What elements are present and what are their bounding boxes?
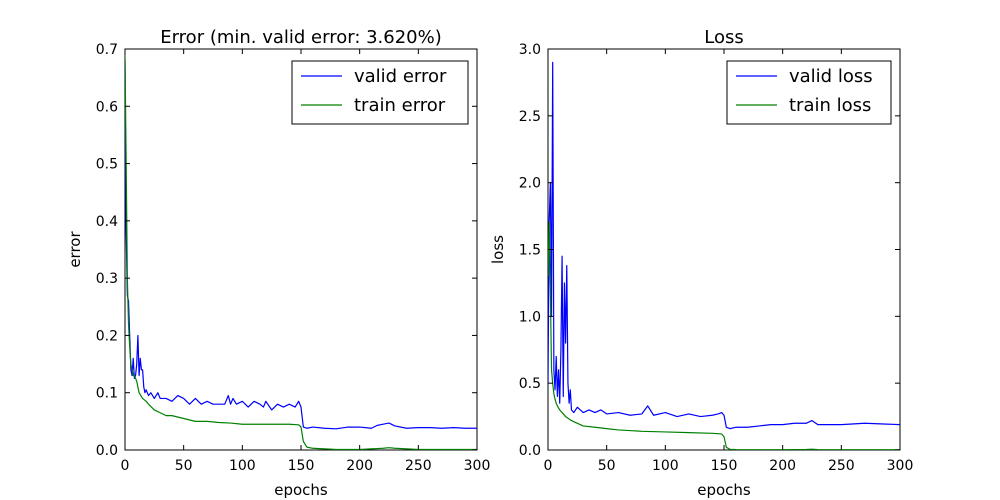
y-tick-label: 3.0 <box>519 42 541 58</box>
y-tick-label: 0.2 <box>96 328 118 344</box>
x-tick-label: 0 <box>121 458 130 474</box>
chart-title: Error (min. valid error: 3.620%) <box>160 27 442 48</box>
y-tick-label: 0.3 <box>96 271 118 287</box>
y-tick-label: 0.6 <box>96 99 118 115</box>
loss-chart: 0 50 100 150 200 250 300 0.0 0.5 1.0 1.5 2.0 2.5 3.0 e… <box>489 27 913 499</box>
legend-label: valid loss <box>789 66 873 87</box>
x-axis-title: epochs <box>274 481 328 499</box>
x-tick-label: 0 <box>544 458 553 474</box>
series-line-valid-error <box>125 60 477 430</box>
series-line-valid-loss <box>548 61 900 430</box>
y-tick-label: 1.0 <box>519 309 541 325</box>
series-line-train-loss <box>548 222 900 450</box>
x-tick-label: 300 <box>887 458 914 474</box>
y-axis-title: loss <box>489 235 507 264</box>
x-tick-label: 150 <box>288 458 315 474</box>
y-tick-label: 0.5 <box>519 376 541 392</box>
y-tick-label: 0.5 <box>96 157 118 173</box>
x-axis-title: epochs <box>697 481 751 499</box>
y-tick-label: 0.0 <box>519 443 541 459</box>
series-line-train-error <box>125 54 477 450</box>
y-tick-label: 1.5 <box>519 243 541 259</box>
y-tick-label: 0.4 <box>96 214 118 230</box>
y-tick-label: 2.0 <box>519 176 541 192</box>
legend-label: train loss <box>789 95 871 116</box>
y-tick-label: 2.5 <box>519 109 541 125</box>
y-tick-label: 0.0 <box>96 443 118 459</box>
x-tick-label: 100 <box>652 458 679 474</box>
y-tick-label: 0.7 <box>96 42 118 58</box>
x-tick-label: 50 <box>598 458 616 474</box>
error-chart: 0 50 100 150 200 250 300 0.0 0.1 0.2 0.3 0.4 0.5 0.6 0… <box>66 27 490 499</box>
legend-box <box>726 60 892 125</box>
x-tick-label: 100 <box>229 458 256 474</box>
x-tick-label: 200 <box>769 458 796 474</box>
x-tick-label: 200 <box>346 458 373 474</box>
legend-label: valid error <box>354 66 447 87</box>
legend-box <box>291 60 469 125</box>
legend-label: train error <box>354 95 446 116</box>
x-tick-label: 300 <box>464 458 491 474</box>
x-tick-label: 50 <box>175 458 193 474</box>
x-tick-label: 250 <box>828 458 855 474</box>
x-tick-label: 250 <box>405 458 432 474</box>
x-tick-label: 150 <box>711 458 738 474</box>
y-axis-title: error <box>66 231 84 268</box>
y-tick-label: 0.1 <box>96 386 118 402</box>
chart-title: Loss <box>704 27 743 48</box>
